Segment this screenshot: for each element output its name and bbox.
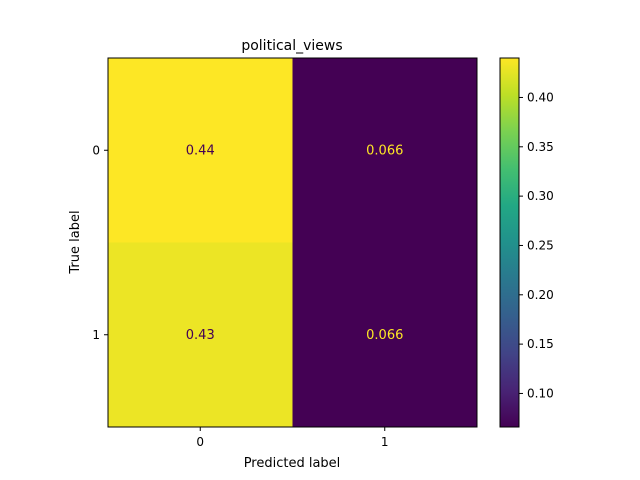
cell-value-label: 0.066: [366, 328, 403, 343]
colorbar-tick-label: 0.40: [527, 90, 554, 104]
heatmap-cell: [292, 58, 477, 243]
heatmap-frame: [107, 57, 478, 428]
chart-title: political_views: [241, 38, 342, 54]
heatmap-cells: [108, 58, 477, 427]
x-tick-label: 1: [381, 435, 389, 449]
y-axis-label: True label: [68, 210, 83, 274]
colorbar-tick-label: 0.15: [527, 337, 554, 351]
x-tick-label: 0: [196, 435, 204, 449]
colorbar-ticks: 0.10 0.15 0.20 0.25 0.30 0.35 0.40: [519, 90, 554, 400]
colorbar-tick-label: 0.10: [527, 386, 554, 400]
y-tick-label: 0: [92, 143, 100, 157]
colorbar-tick-label: 0.35: [527, 140, 554, 154]
heatmap-cell: [108, 58, 293, 243]
y-tick-label: 1: [92, 328, 100, 342]
y-axis-ticks: 01: [92, 143, 108, 342]
colorbar-tick-label: 0.30: [527, 189, 554, 203]
colorbar-tick-label: 0.25: [527, 238, 554, 252]
colorbar-tick-label: 0.20: [527, 288, 554, 302]
cell-value-label: 0.44: [186, 143, 215, 158]
heatmap-cell: [108, 242, 293, 427]
cell-value-label: 0.43: [186, 328, 215, 343]
heatmap-cell: [292, 242, 477, 427]
x-axis-label: Predicted label: [244, 456, 341, 471]
colorbar: [499, 57, 520, 428]
heatmap-cell-labels: 0.44 0.066 0.43 0.066: [186, 143, 404, 343]
cell-value-label: 0.066: [366, 143, 403, 158]
